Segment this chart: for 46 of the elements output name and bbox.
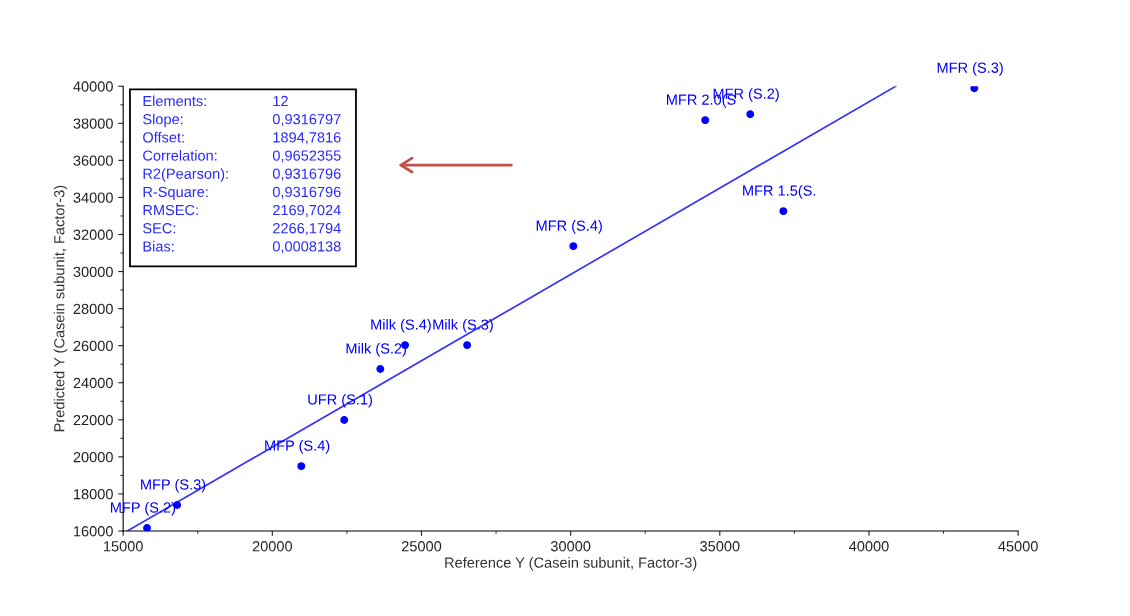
point	[701, 116, 710, 125]
text: R2(Pearson): 0,9316796	[143, 168, 341, 182]
point	[569, 242, 578, 251]
data-label: MFR (S.3)	[937, 62, 1003, 76]
x-tick-label: 45000	[998, 541, 1038, 552]
text: Slope: 0,9316797	[143, 113, 341, 128]
point	[970, 86, 979, 93]
x-tick-label: 40000	[849, 541, 889, 552]
y-tick-label: 26000	[73, 340, 113, 352]
y-tick-label: 36000	[73, 155, 113, 166]
y-tick-label: 38000	[73, 118, 113, 129]
y-tick-label: 40000	[73, 81, 113, 92]
y-tick-label: 18000	[74, 489, 113, 500]
x-tick-label: 20000	[252, 541, 293, 552]
text: Correlation: 0,9652355	[143, 150, 341, 163]
data-label: MFR 1.5(S.	[743, 185, 816, 199]
x-axis-title: Reference Y (Casein subunit, Factor-3)	[445, 557, 697, 571]
text: Elements: 12	[143, 95, 288, 107]
point	[143, 524, 151, 531]
data-label: MFR (S.4)	[536, 220, 602, 234]
text: Offset: 1894,7816	[143, 131, 341, 145]
x-tick-label: 25000	[401, 541, 442, 552]
point	[463, 341, 472, 350]
data-label: Milk (S.4)	[371, 319, 431, 333]
point	[376, 365, 385, 373]
y-tick-label: 22000	[73, 414, 113, 426]
y-tick-label: 28000	[73, 303, 113, 315]
point	[779, 207, 788, 216]
data-label: MFP (S.3)	[141, 478, 206, 493]
x-tick-label: 35000	[700, 541, 740, 552]
x-tick-label: 30000	[550, 541, 591, 552]
y-tick-label: 24000	[73, 377, 113, 389]
text: Bias: 0,0008138	[143, 240, 341, 254]
point	[340, 416, 349, 424]
text: SEC: 2266,1794	[143, 223, 341, 236]
y-tick-label: 20000	[73, 451, 113, 463]
y-tick-label: 30000	[73, 266, 113, 277]
point	[746, 110, 755, 119]
x-tick-label: 15000	[104, 541, 143, 552]
y-tick-label: 32000	[73, 229, 113, 240]
text: R-Square: 0,9316796	[143, 186, 341, 200]
y-tick-label: 34000	[73, 192, 113, 203]
y-axis-title: Predicted Y (Casein subunit, Factor-3)	[53, 185, 68, 432]
point	[297, 462, 306, 471]
y-tick-label: 16000	[74, 526, 113, 537]
text: RMSEC: 2169,7024	[143, 204, 341, 217]
